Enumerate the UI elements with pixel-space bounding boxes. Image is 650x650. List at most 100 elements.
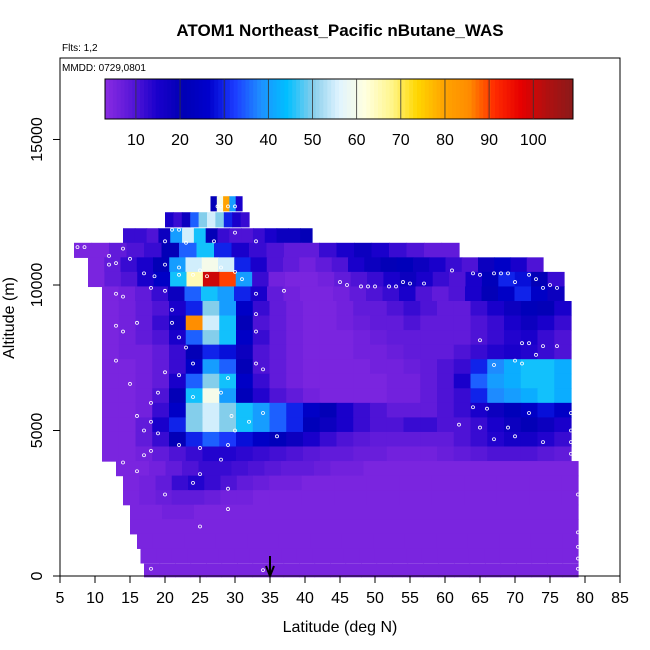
curtain-cell [386,417,405,433]
curtain-cell [370,373,388,389]
sample-point [555,285,559,290]
curtain-cell [434,519,451,535]
curtain-cell [102,431,120,448]
curtain-cell [420,330,438,346]
curtain-cell [520,431,539,448]
colorbar-segment [378,79,383,119]
curtain-cell [252,271,270,288]
x-tick-label: 60 [436,590,454,607]
sample-point [149,400,153,405]
colorbar-segment [432,79,437,119]
curtain-cell [453,344,472,360]
colorbar-segment [448,79,453,119]
colorbar-segment [120,79,125,119]
curtain-cell [353,330,371,346]
curtain-cell [153,271,171,288]
curtain-cell [487,315,505,331]
curtain-cell [390,548,407,564]
sample-point [478,338,482,343]
curtain-cell [399,475,417,491]
colorbar-segment [393,79,398,119]
curtain-cell [236,344,254,360]
colorbar-segment [307,79,313,119]
curtain-cell [269,330,287,346]
curtain-cell [485,563,502,578]
curtain-cell [202,431,220,448]
sample-point [184,345,188,350]
curtain-cell [299,563,316,578]
curtain-cell [376,563,393,578]
curtain-cell [470,300,488,317]
curtain-cell [169,344,187,360]
curtain-cell [468,548,485,564]
curtain-cell [194,504,211,520]
curtain-cell [349,286,367,302]
sample-point [170,320,174,325]
curtain-cell [149,461,167,477]
curtain-cell [462,461,480,477]
curtain-cell [236,402,254,418]
colorbar-segment [401,79,406,119]
sample-point [513,434,517,439]
curtain-cell [216,196,224,212]
colorbar-segment [342,79,348,119]
sample-point [233,428,237,433]
curtain-cell [322,504,339,520]
curtain-cell [118,417,137,433]
x-tick-label: 50 [366,590,384,607]
curtain-cell [470,402,488,418]
curtain-cell [529,475,547,491]
curtain-cell [236,300,254,317]
curtain-cell [479,461,497,477]
curtain-cell [301,242,320,258]
curtain-cell [252,359,271,375]
curtain-cell [152,446,170,462]
curtain-cell [343,548,360,564]
curtain-cell [494,257,512,273]
curtain-cell [452,533,469,549]
sample-point [121,329,125,334]
curtain-cell [223,212,233,228]
curtain-cell [104,271,122,288]
curtain-cell [483,533,500,549]
curtain-cell [453,388,472,404]
curtain-cell [236,431,254,448]
colorbar-tick-label: 80 [436,132,454,149]
colorbar-segment [206,79,211,119]
curtain-cell [386,431,405,448]
curtain-cell [546,533,563,549]
curtain-cell [319,344,338,360]
curtain-cell [370,344,388,360]
sample-point [75,245,80,250]
curtain-cell [367,271,385,288]
curtain-cell [184,286,202,302]
curtain-cell [437,417,455,433]
curtain-cell [480,475,498,491]
sample-point [527,411,531,415]
sample-point [205,274,209,279]
curtain-cell [269,446,287,462]
curtain-cell [487,300,505,317]
x-tick-label: 45 [331,590,349,607]
colorbar-segment [463,79,469,119]
curtain-cell [242,519,259,535]
curtain-cell [264,228,278,244]
curtain-cell [310,533,327,549]
curtain-cell [418,504,435,520]
curtain-cell [151,286,169,302]
curtain-cell [537,330,555,346]
colorbar-segment [210,79,215,119]
curtain-cell [423,563,440,578]
curtain-cell [236,446,254,462]
colorbar-segment [339,79,344,119]
curtain-cell [481,271,499,288]
curtain-cell [554,359,572,375]
curtain-cell [338,504,355,520]
curtain-cell [347,461,365,477]
curtain-cell [370,446,388,462]
curtain-cell [333,286,351,302]
sample-point [492,271,496,276]
sample-point [478,425,482,430]
colorbar-ticks: 10 20 30 40 50 60 70 80 90 100 [127,79,547,149]
curtain-cell [504,402,522,418]
